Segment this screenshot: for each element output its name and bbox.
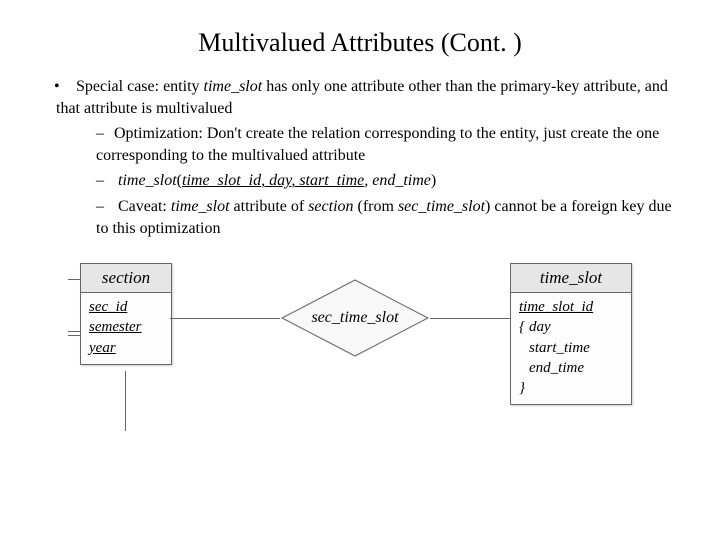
section-a1: sec_id (89, 297, 163, 317)
entity-section: section sec_id semester year (80, 263, 172, 365)
diamond-label: sec_time_slot (311, 309, 398, 327)
entity-section-header: section (81, 264, 171, 293)
sub-caveat: Caveat: time_slot attribute of section (… (96, 196, 680, 239)
timeslot-m2: start_time (519, 338, 623, 358)
entity-timeslot: time_slot time_slot_id {day start_time e… (510, 263, 632, 405)
bullet-lead: Special case: entity (76, 78, 204, 95)
entity-timeslot-header: time_slot (511, 264, 631, 293)
schema-k2: day (269, 172, 291, 189)
schema-nk: end_time (372, 172, 431, 189)
line-left-stub2 (68, 331, 80, 332)
entity-timeslot-body: time_slot_id {day start_time end_time } (511, 293, 631, 404)
caveat-p1: Caveat: (118, 198, 171, 215)
caveat-p3: (from (358, 198, 398, 215)
slide-title: Multivalued Attributes (Cont. ) (40, 28, 680, 58)
caveat-p2: attribute of (230, 198, 309, 215)
schema-k3: start_time (299, 172, 364, 189)
line-section-diamond (170, 318, 280, 319)
caveat-a2: section (308, 198, 357, 215)
brace-open: { (519, 317, 529, 337)
sub-list: Optimization: Don't create the relation … (96, 123, 680, 239)
sub-schema: time_slot(time_slot_id, day, start_time,… (96, 170, 680, 192)
line-section-down (125, 371, 126, 431)
timeslot-pk: time_slot_id (519, 297, 623, 317)
caveat-a1: time_slot (171, 198, 230, 215)
bullet-entity: time_slot (204, 78, 263, 95)
caveat-a3: sec_time_slot (398, 198, 485, 215)
sub-optimization: Optimization: Don't create the relation … (96, 123, 680, 166)
section-a3: year (89, 338, 163, 358)
brace-close: } (519, 378, 529, 398)
schema-rel: time_slot (118, 172, 177, 189)
bullet-list: Special case: entity time_slot has only … (50, 76, 680, 239)
er-diagram: section sec_id semester year sec_time_sl… (80, 263, 640, 483)
timeslot-m1: day (529, 319, 551, 335)
entity-section-body: sec_id semester year (81, 293, 171, 364)
bullet-main: Special case: entity time_slot has only … (50, 76, 680, 239)
section-a2: semester (89, 317, 163, 337)
schema-k1: time_slot_id (182, 172, 261, 189)
relationship-diamond: sec_time_slot (280, 278, 430, 358)
line-left-stub2b (68, 335, 80, 336)
line-diamond-timeslot (430, 318, 510, 319)
timeslot-m3: end_time (519, 358, 623, 378)
